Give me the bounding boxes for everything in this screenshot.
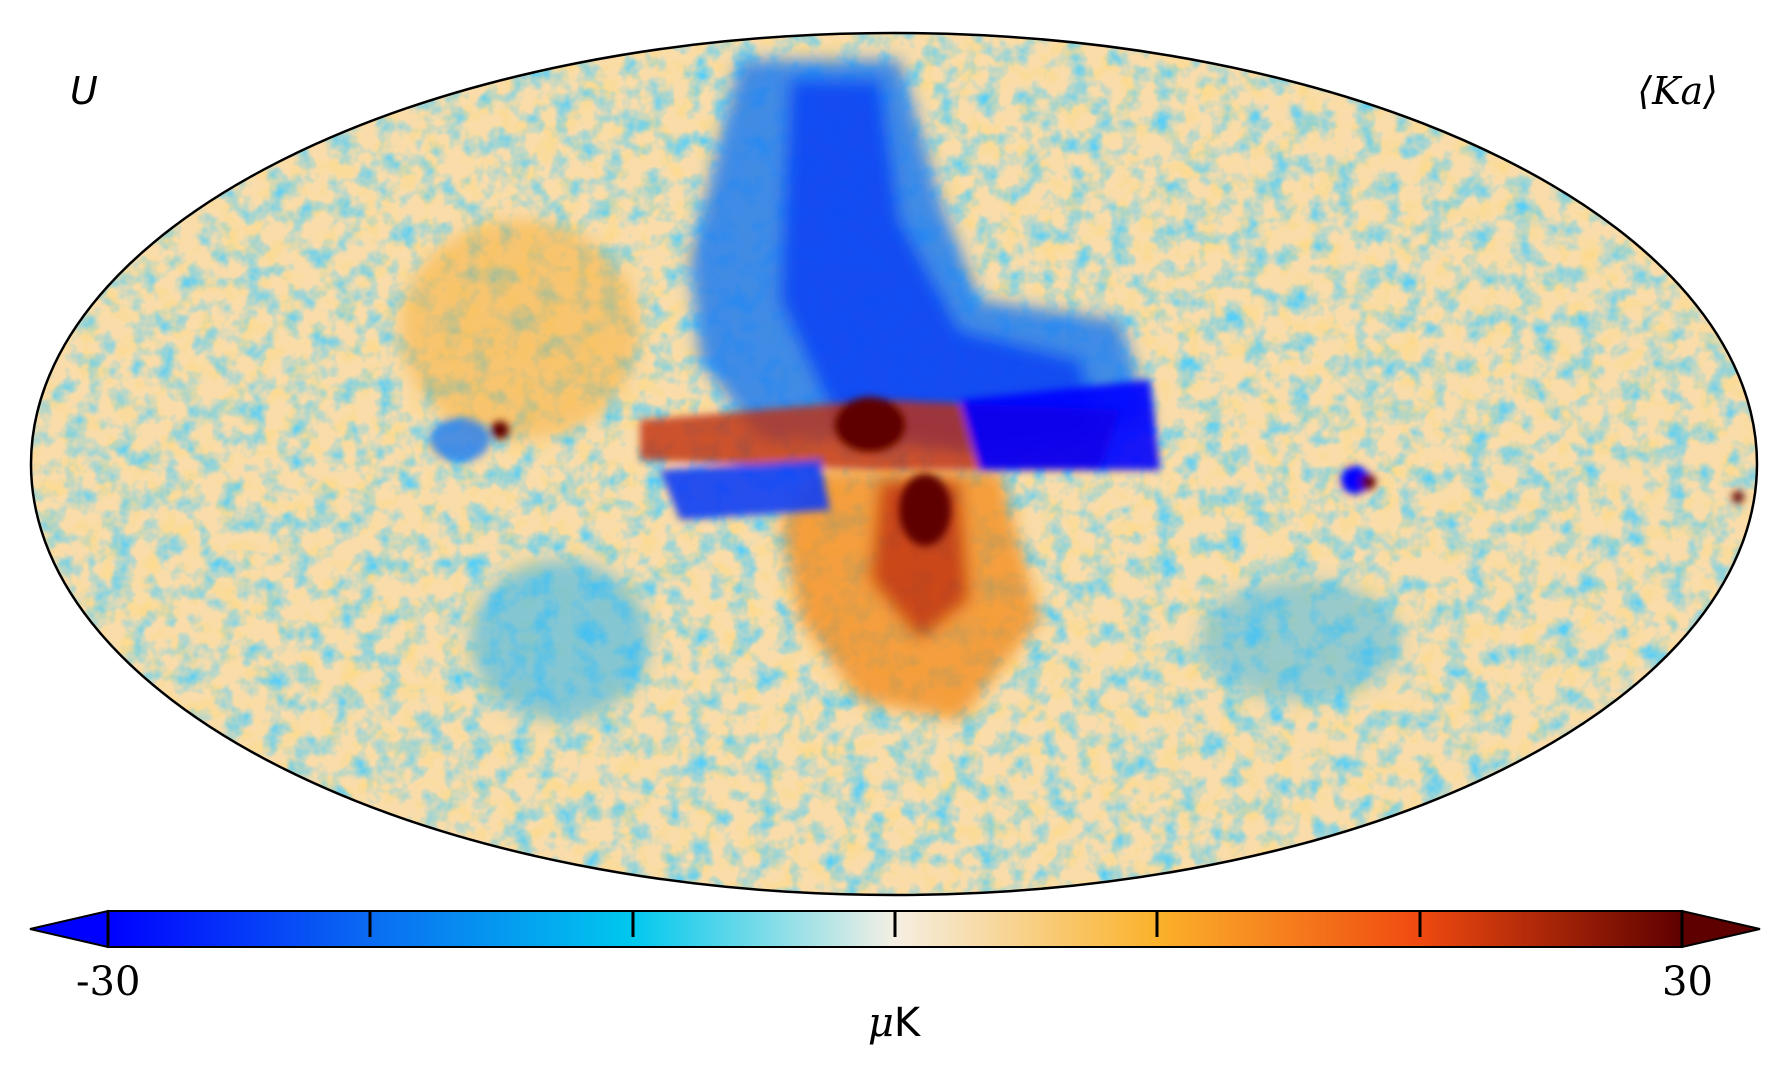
map-boundary: [29, 31, 1759, 897]
plane-blue-band-west: [660, 460, 830, 520]
north-blue-core: [780, 80, 1100, 450]
map-field: [31, 33, 1757, 895]
colorbar-unit-label: μK: [0, 1000, 1788, 1046]
colorbar-max-label: 30: [1662, 959, 1713, 1005]
colorbar-ticks: [106, 911, 1684, 947]
plane-blue-band-east: [960, 380, 1160, 470]
central-dark-spot: [834, 397, 906, 453]
colorbar: [29, 909, 1761, 949]
west-blue-blob: [430, 418, 490, 462]
west-blue-patch: [470, 560, 650, 720]
east-red-source: [1360, 474, 1376, 490]
west-orange-patch: [400, 220, 640, 440]
colorbar-min-label: -30: [76, 959, 141, 1005]
colorbar-max-arrow: [1681, 909, 1761, 949]
sky-map: [29, 31, 1759, 897]
east-blue-patch: [1200, 580, 1400, 700]
band-label: ⟨Ka⟩: [1637, 69, 1718, 113]
colorbar-min-arrow: [29, 909, 109, 949]
unit-symbol: K: [893, 1000, 921, 1046]
west-source: [491, 421, 509, 439]
unit-prefix: μ: [867, 1000, 894, 1046]
stokes-label: U: [70, 69, 98, 113]
limb-source: [1732, 491, 1744, 503]
south-dark-spot: [899, 474, 951, 546]
